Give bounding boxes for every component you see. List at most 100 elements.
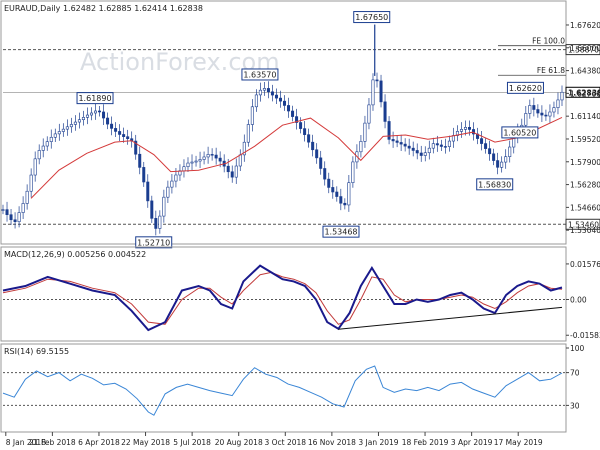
candle-body bbox=[383, 101, 387, 122]
candle-body bbox=[246, 124, 250, 143]
candle-body bbox=[287, 105, 291, 112]
moving-average-line bbox=[30, 116, 563, 199]
candle-body bbox=[202, 156, 206, 160]
candle-body bbox=[174, 174, 178, 182]
candle-body bbox=[435, 143, 439, 146]
price-panel: EURAUD,Daily 1.62482 1.62885 1.62414 1.6… bbox=[0, 0, 600, 249]
candle-body bbox=[29, 174, 33, 192]
swing-label: 1.60520 bbox=[503, 128, 536, 137]
candle-body bbox=[427, 147, 431, 154]
price-header: EURAUD,Daily 1.62482 1.62885 1.62414 1.6… bbox=[4, 4, 203, 13]
candle-body bbox=[65, 126, 69, 130]
candle-body bbox=[1, 209, 5, 211]
candle-body bbox=[459, 129, 463, 132]
candle-body bbox=[371, 79, 375, 106]
candle-body bbox=[379, 80, 383, 103]
candle-body bbox=[158, 215, 162, 229]
candle-body bbox=[375, 79, 379, 82]
candle-body bbox=[524, 113, 528, 126]
candle-body bbox=[391, 139, 395, 142]
rsi-tick-label: 30 bbox=[570, 401, 580, 410]
date-tick-label: 22 May 2018 bbox=[121, 438, 170, 447]
price-tick-label: 1.64380 bbox=[570, 67, 600, 76]
rsi-panel-frame bbox=[0, 343, 567, 433]
fib-level-label: FE 100.0 bbox=[532, 37, 565, 46]
date-tick-label: 16 Nov 2018 bbox=[308, 438, 356, 447]
last-price-box bbox=[565, 86, 600, 98]
candle-body bbox=[323, 168, 327, 180]
candle-body bbox=[258, 89, 262, 96]
price-tick-label: 1.67620 bbox=[570, 21, 600, 30]
candle-body bbox=[468, 127, 472, 130]
candle-body bbox=[315, 149, 319, 159]
date-tick-label: 21 Feb 2018 bbox=[29, 438, 76, 447]
candle-body bbox=[544, 114, 548, 117]
level-tag-label: 1.53460 bbox=[568, 220, 599, 229]
candle-body bbox=[299, 122, 303, 129]
candle-body bbox=[411, 147, 415, 151]
candle-body bbox=[17, 212, 21, 222]
price-tick-label: 1.61140 bbox=[570, 112, 600, 121]
candle-body bbox=[218, 157, 222, 162]
candle-body bbox=[327, 178, 331, 188]
candle-body bbox=[142, 167, 146, 183]
rsi-level-lines bbox=[3, 372, 566, 406]
price-axis: 1.53040 1.54660 1.56280 1.57900 1.59520 1.611… bbox=[566, 21, 600, 235]
candle-body bbox=[508, 146, 512, 157]
candle-body bbox=[102, 111, 106, 119]
candle-body bbox=[270, 91, 274, 96]
swing-label-box bbox=[135, 236, 173, 249]
rsi-tick-label: 100 bbox=[570, 344, 585, 353]
rsi-panel: RSI(14) 69.5155 100 70 30 bbox=[0, 343, 585, 433]
swing-label: 1.61890 bbox=[78, 94, 111, 103]
candle-body bbox=[166, 186, 170, 198]
candle-body bbox=[214, 154, 218, 159]
candle-body bbox=[234, 165, 238, 178]
candle-body bbox=[278, 97, 282, 102]
candle-body bbox=[463, 127, 467, 130]
candle-body bbox=[556, 99, 560, 108]
macd-tick-label: 0.015762 bbox=[570, 260, 600, 269]
candle-body bbox=[319, 157, 323, 169]
macd-axis: 0.015762 0.00 -0.015834 bbox=[566, 260, 600, 340]
candle-body bbox=[9, 214, 13, 221]
candle-body bbox=[238, 154, 242, 167]
candle-body bbox=[53, 133, 57, 138]
candle-body bbox=[504, 156, 508, 163]
swing-label-box bbox=[76, 92, 114, 105]
macd-header: MACD(12,26,9) 0.005256 0.004522 bbox=[4, 250, 146, 259]
candle-body bbox=[106, 117, 110, 125]
price-tick-label: 1.56280 bbox=[570, 181, 600, 190]
macd-tick-label: 0.00 bbox=[570, 296, 587, 305]
candle-body bbox=[134, 140, 138, 155]
candle-body bbox=[266, 88, 270, 93]
candle-body bbox=[190, 161, 194, 164]
candle-body bbox=[198, 159, 202, 162]
candle-body bbox=[560, 91, 564, 101]
candle-body bbox=[45, 141, 49, 147]
candle-body bbox=[226, 165, 230, 173]
candle-body bbox=[89, 112, 93, 116]
candle-body bbox=[419, 152, 423, 156]
candle-body bbox=[5, 209, 9, 215]
date-tick-label: 18 Feb 2019 bbox=[402, 438, 449, 447]
candle-body bbox=[170, 180, 174, 188]
candle-body bbox=[431, 143, 435, 149]
candle-body bbox=[367, 104, 371, 124]
swing-label-box bbox=[476, 178, 514, 191]
rsi-header: RSI(14) 69.5155 bbox=[4, 347, 69, 356]
candle-body bbox=[395, 140, 399, 143]
swing-label: 1.67650 bbox=[355, 13, 388, 22]
candle-body bbox=[41, 145, 45, 151]
level-tag-label: 1.58870 bbox=[568, 46, 599, 55]
level-tag-box bbox=[565, 44, 600, 56]
candle-body bbox=[138, 153, 142, 168]
candle-body bbox=[182, 166, 186, 172]
candle-body bbox=[254, 94, 258, 108]
candle-body bbox=[118, 131, 122, 135]
candle-body bbox=[484, 143, 488, 149]
candle-body bbox=[548, 111, 552, 117]
price-levels: 1.58870 1.53460 1.62838 FE 100.0 FE 61.8 bbox=[3, 37, 600, 230]
